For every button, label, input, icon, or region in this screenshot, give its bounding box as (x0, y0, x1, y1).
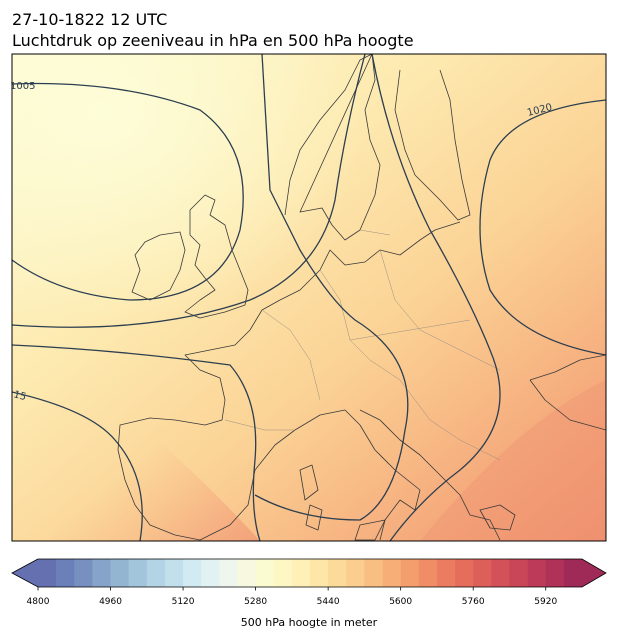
isobar (12, 82, 244, 301)
isobar (12, 54, 366, 328)
colorbar-swatch (56, 559, 75, 587)
coastline (299, 464, 386, 541)
colorbar-extend (582, 559, 606, 587)
colorbar-swatch (346, 559, 365, 587)
isobar (371, 54, 501, 541)
colorbar-swatch (364, 559, 383, 587)
colorbar-tick-label: 5280 (244, 597, 267, 607)
isobar (12, 344, 261, 541)
colorbar-swatch (201, 559, 220, 587)
colorbar-tick-label: 5120 (172, 597, 195, 607)
colorbar-swatch (164, 559, 184, 587)
colorbar-swatch (273, 559, 293, 587)
colorbar-label: 500 hPa hoogte in meter (241, 616, 378, 629)
colorbar-swatch (92, 559, 111, 587)
colorbar: 4800 4960 5120 5280 5440 5600 5760 5920 (11, 558, 607, 607)
colorbar-swatch (237, 559, 256, 587)
isobar (254, 54, 409, 521)
title-line: 27-10-1822 12 UTC (12, 10, 167, 29)
colorbar-swatch (400, 559, 420, 587)
colorbar-tick-label: 5920 (534, 597, 557, 607)
colorbar-swatch (509, 559, 528, 587)
colorbar-swatch (473, 559, 492, 587)
coastline (394, 69, 471, 221)
colorbar-swatch (183, 559, 202, 587)
colorbar-swatch (436, 559, 456, 587)
colorbar-swatch (128, 559, 148, 587)
map (12, 54, 606, 541)
coastline (249, 221, 461, 331)
colorbar-swatch (491, 559, 510, 587)
coastline (294, 409, 501, 541)
colorbar-swatch (219, 559, 238, 587)
colorbar-swatch (527, 559, 547, 587)
colorbar-swatch (310, 559, 329, 587)
height-field (12, 330, 260, 541)
country-border (224, 229, 501, 461)
colorbar-swatch (110, 559, 129, 587)
title-line: Luchtdruk op zeeniveau in hPa en 500 hPa… (12, 31, 414, 50)
colorbar-swatch (563, 559, 583, 587)
coastline (529, 354, 606, 431)
colorbar-swatch (146, 559, 166, 587)
coastline (284, 54, 381, 241)
isobar-label: 15 (12, 389, 27, 403)
colorbar-swatch (291, 559, 311, 587)
colorbar-swatch (74, 559, 93, 587)
colorbar-tick-label: 5440 (317, 597, 340, 607)
colorbar-tick-label: 4960 (99, 597, 122, 607)
isobar (12, 391, 143, 541)
colorbar-swatch (38, 559, 57, 587)
colorbar-tick-label: 4800 (27, 597, 50, 607)
colorbar-swatch (255, 559, 275, 587)
colorbar-tick-label: 5600 (389, 597, 412, 607)
coastline (184, 194, 249, 319)
map-frame (11, 53, 607, 542)
coastline (479, 504, 516, 531)
colorbar-extend (12, 559, 38, 587)
colorbar-outline (11, 558, 607, 588)
colorbar-tick-label: 5760 (462, 597, 485, 607)
height-field (420, 380, 606, 541)
colorbar-swatch (418, 559, 438, 587)
colorbar-swatch (382, 559, 401, 587)
isobar (479, 99, 606, 356)
coastline (117, 329, 296, 541)
colorbar-swatch (455, 559, 474, 587)
coastline (131, 231, 186, 301)
colorbar-swatch (328, 559, 347, 587)
colorbar-swatch (545, 559, 565, 587)
isobar-label: 1005 (10, 81, 35, 92)
